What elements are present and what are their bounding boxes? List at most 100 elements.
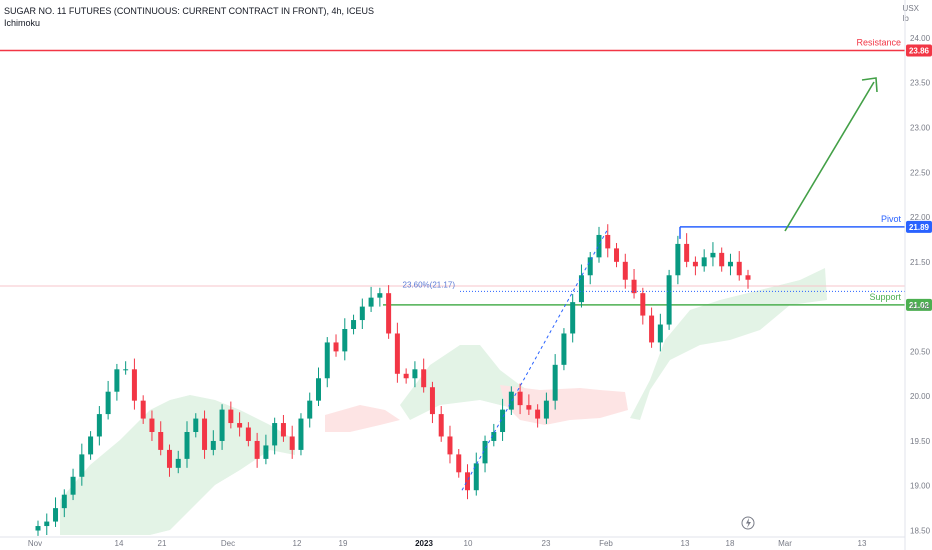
candle-body [158,432,164,450]
chart-header: SUGAR NO. 11 FUTURES (CONTINUOUS: CURREN… [4,5,374,29]
support-price-tag-text: 21.02 [909,301,930,310]
support-price-tag [906,298,932,311]
candle-body [727,261,733,267]
candle-body [272,423,278,446]
time-tick-label: Nov [28,539,42,548]
time-tick-label: 18 [726,539,735,548]
candle-body [114,369,120,392]
time-tick-label: 14 [115,539,124,548]
price-tick-label: 19.00 [910,482,931,491]
candle-body [202,418,208,450]
candle-body [88,436,94,455]
cloud-bullish-3 [630,268,827,420]
candle-body [605,234,611,249]
candle-body [377,293,383,298]
price-tick-label: 23.50 [910,79,931,88]
candle-body [394,333,400,374]
price-axis[interactable]: 24.00 23.50 23.00 22.50 22.00 21.50 21.00 20.50… [904,0,931,550]
candle-body [298,418,304,450]
candle-body [692,261,698,267]
candle-body [657,324,663,343]
price-tick-label: 23.00 [910,123,931,132]
candle-body [289,436,295,450]
candle-body [587,257,593,276]
indicator-name[interactable]: Ichimoku [4,18,41,28]
candle-body [421,369,427,388]
price-tick-label: 21.00 [910,303,931,312]
candle-body [596,234,602,258]
candle-body [526,405,532,410]
candle-body [622,261,628,280]
candle-body [307,400,313,419]
cloud-bearish-1 [325,405,400,432]
annotations: 23.60%(21.17) [403,77,905,530]
candle-body [351,320,357,329]
candle-body [61,494,67,509]
currency-label: USX [902,4,919,13]
candle-body [614,248,620,262]
candle-body [359,306,365,321]
candle-body [649,315,655,343]
target-arrow-head [861,77,878,93]
target-arrow-line [784,81,875,232]
candle-body [570,302,576,334]
resistance-label: Resistance [856,37,901,47]
candle-body [245,427,251,441]
candle-body [386,293,392,334]
time-tick-label: 13 [858,539,867,548]
candle-body [465,472,471,491]
candle-body [543,400,549,419]
candle-body [666,275,672,325]
candle-body [491,432,497,441]
time-tick-label: 12 [293,539,302,548]
pivot-price-tag [906,220,932,233]
symbol-title: SUGAR NO. 11 FUTURES (CONTINUOUS: CURREN… [4,6,375,16]
support-label: Support [869,292,901,302]
candle-body [368,297,374,307]
price-tick-label: 18.50 [910,527,931,536]
candles [35,224,751,536]
price-tick-label: 20.00 [910,392,931,401]
candle-body [70,476,76,495]
resistance-price-tag [906,44,932,57]
time-axis[interactable]: Nov 14 21 Dec 12 19 2023 10 23 Feb 13 18 Mar 13 [0,536,905,548]
candle-body [552,364,558,401]
candle-body [561,333,567,365]
candle-body [438,414,444,437]
lightning-icon-bolt [746,518,751,528]
unit-label: lb [902,14,909,23]
candle-body [184,432,190,459]
candle-body [719,252,725,267]
candle-body [710,252,716,258]
candle-body [166,449,172,468]
candle-body [429,387,435,415]
candle-body [219,409,225,441]
pivot-label: Pivot [881,214,902,224]
candle-body [140,400,146,419]
candle-body [482,440,488,464]
candle-body [123,369,129,371]
candle-body [412,369,418,379]
candle-body [237,423,243,428]
candle-body [324,342,330,379]
candle-body [175,458,181,468]
candle-body [131,369,137,401]
fib-trend-line [461,230,608,491]
candle-body [736,261,742,276]
candle-body [578,275,584,303]
candle-body [447,436,453,455]
candle-body [53,508,59,522]
candle-body [745,275,751,280]
resistance-price-tag-text: 23.86 [909,46,930,55]
time-tick-label: Mar [778,539,792,548]
price-tick-label: 22.50 [910,168,931,177]
candle-body [500,409,506,432]
candle-body [473,463,479,491]
candle-body [96,414,102,437]
candle-body [701,257,707,267]
time-tick-label: Feb [599,539,613,548]
price-tick-label: 20.50 [910,347,931,356]
candle-body [403,373,409,379]
candle-body [640,293,646,316]
